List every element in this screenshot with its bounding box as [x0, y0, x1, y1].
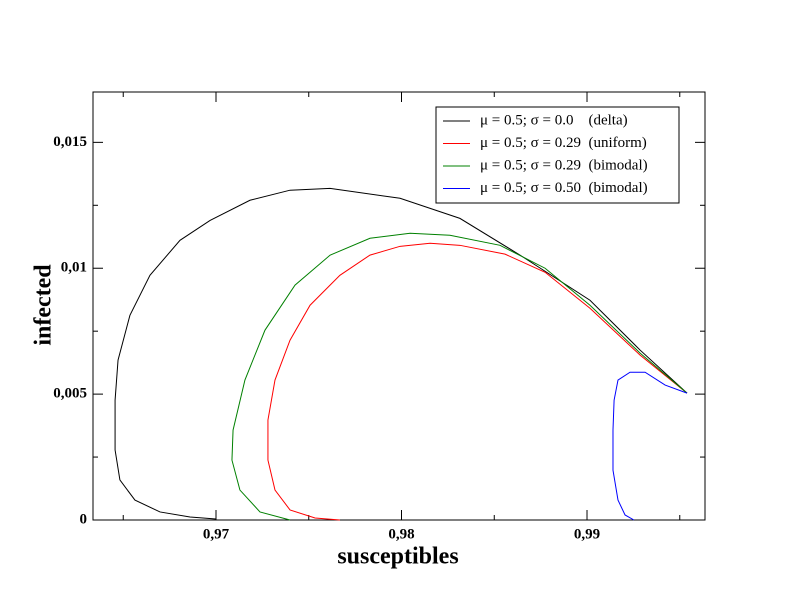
y-tick-label: 0,015 — [53, 134, 87, 150]
series-line — [267, 242, 688, 521]
legend-label: μ = 0.5; σ = 0.29 (bimodal) — [480, 157, 648, 173]
series-line — [114, 187, 688, 520]
legend-label: μ = 0.5; σ = 0.29 (uniform) — [480, 135, 647, 151]
legend-label: μ = 0.5; σ = 0.50 (bimodal) — [480, 180, 648, 196]
y-tick-label: 0,01 — [61, 260, 87, 276]
plot-frame — [92, 91, 706, 521]
series-line — [612, 371, 688, 521]
y-tick-label: 0 — [80, 511, 88, 527]
y-tick-label: 0,005 — [53, 386, 87, 402]
x-tick-label: 0,98 — [388, 526, 414, 542]
x-tick-label: 0,99 — [574, 526, 600, 542]
y-axis-label: infected — [31, 264, 57, 346]
x-axis-label: susceptibles — [337, 544, 458, 570]
series-line — [231, 232, 688, 521]
legend-label: μ = 0.5; σ = 0.0 (delta) — [480, 112, 628, 128]
legend-box — [435, 106, 680, 204]
x-tick-label: 0,97 — [203, 526, 230, 542]
